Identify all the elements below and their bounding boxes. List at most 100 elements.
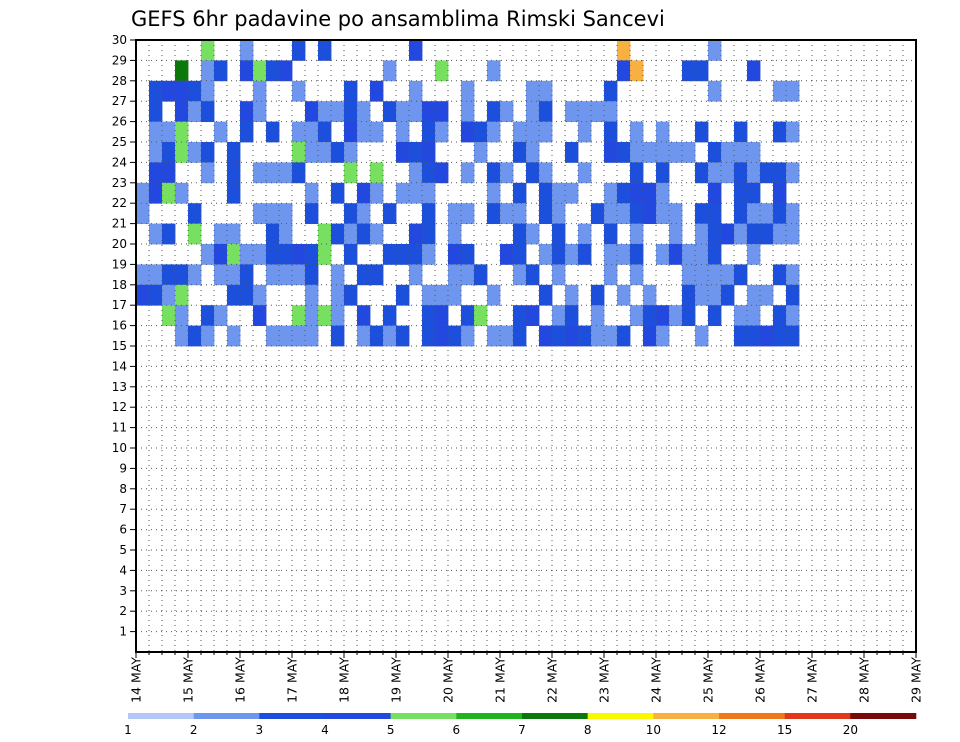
heatmap-cell xyxy=(682,142,696,163)
x-tick-label: 21 MAY xyxy=(493,657,508,703)
heatmap-cell xyxy=(279,60,293,82)
heatmap-cell xyxy=(643,305,657,326)
heatmap-cell xyxy=(370,121,384,143)
heatmap-cell xyxy=(747,182,761,204)
heatmap-cell xyxy=(539,101,553,122)
heatmap-cell xyxy=(409,80,423,102)
colorbar-swatch xyxy=(653,713,720,719)
y-tick-label: 11 xyxy=(112,421,127,435)
y-tick-label: 14 xyxy=(112,359,127,373)
heatmap-cell xyxy=(422,244,436,265)
heatmap-cell xyxy=(357,223,371,245)
heatmap-cell xyxy=(487,182,501,204)
heatmap-cell xyxy=(539,182,553,204)
colorbar-swatch xyxy=(719,713,785,719)
heatmap-cell xyxy=(292,305,306,326)
heatmap-cell xyxy=(422,203,436,224)
heatmap-cell xyxy=(383,101,397,122)
heatmap-cell xyxy=(422,101,436,122)
heatmap-cell xyxy=(500,325,514,347)
heatmap-cell xyxy=(435,101,449,122)
heatmap-cell xyxy=(201,101,215,122)
heatmap-cell xyxy=(448,244,462,265)
heatmap-cell xyxy=(149,162,163,184)
heatmap-cell xyxy=(487,121,501,143)
heatmap-cell xyxy=(604,121,618,143)
heatmap-cell xyxy=(435,284,449,306)
heatmap-cell xyxy=(656,182,670,204)
heatmap-cell xyxy=(604,325,618,347)
heatmap-cell xyxy=(747,142,761,163)
heatmap-cell xyxy=(591,305,605,326)
heatmap-cell xyxy=(383,305,397,326)
heatmap-cell xyxy=(630,121,644,143)
colorbar-swatch xyxy=(850,713,917,719)
heatmap-cell xyxy=(565,182,579,204)
y-tick-label: 1 xyxy=(119,625,127,639)
heatmap-cell xyxy=(461,244,475,265)
heatmap-cell xyxy=(617,203,631,224)
heatmap-cell xyxy=(201,244,215,265)
heatmap-cell xyxy=(461,121,475,143)
heatmap-cell xyxy=(617,284,631,306)
heatmap-cell xyxy=(656,325,670,347)
heatmap-cell xyxy=(604,101,618,122)
heatmap-cell xyxy=(318,101,332,122)
heatmap-cell xyxy=(227,182,241,204)
heatmap-cell xyxy=(201,325,215,347)
heatmap-cell xyxy=(591,284,605,306)
heatmap-cell xyxy=(669,142,683,163)
heatmap-cell xyxy=(448,325,462,347)
heatmap-cell xyxy=(656,162,670,184)
heatmap-cell xyxy=(240,40,254,61)
heatmap-cell xyxy=(461,325,475,347)
heatmap-cell xyxy=(630,182,644,204)
heatmap-cell xyxy=(656,121,670,143)
heatmap-cell xyxy=(149,223,163,245)
heatmap-cell xyxy=(643,182,657,204)
heatmap-cell xyxy=(747,244,761,265)
heatmap-cell xyxy=(409,182,423,204)
x-tick-label: 29 MAY xyxy=(909,657,924,703)
heatmap-cell xyxy=(773,121,787,143)
heatmap-cell xyxy=(565,305,579,326)
heatmap-cell xyxy=(448,223,462,245)
heatmap-cell xyxy=(292,264,306,286)
heatmap-cell xyxy=(500,101,514,122)
heatmap-cell xyxy=(409,40,423,61)
heatmap-cell xyxy=(331,284,345,306)
heatmap-cell xyxy=(734,223,748,245)
colorbar-swatch xyxy=(390,713,457,719)
heatmap-cell xyxy=(513,305,527,326)
colorbar-swatch xyxy=(522,713,588,719)
colorbar-label: 4 xyxy=(321,723,329,737)
colorbar-label: 5 xyxy=(387,723,395,737)
heatmap-cell xyxy=(331,182,345,204)
heatmap-cell xyxy=(656,305,670,326)
heatmap-cell xyxy=(526,264,540,286)
heatmap-cell xyxy=(513,264,527,286)
heatmap-cell xyxy=(643,284,657,306)
x-tick-label: 23 MAY xyxy=(597,657,612,703)
y-tick-label: 23 xyxy=(112,176,127,190)
heatmap-cell xyxy=(487,203,501,224)
heatmap-cell xyxy=(552,182,566,204)
heatmap-cell xyxy=(409,244,423,265)
heatmap-cell xyxy=(357,305,371,326)
heatmap-cell xyxy=(188,325,202,347)
heatmap-cell xyxy=(773,223,787,245)
heatmap-cell xyxy=(357,264,371,286)
heatmap-cell xyxy=(136,284,150,306)
heatmap-cell xyxy=(786,80,800,102)
heatmap-cell xyxy=(162,80,176,102)
y-tick-label: 30 xyxy=(112,33,127,47)
colorbar: 1 2 3 4 5 6 7 8 10 12 15 20 xyxy=(124,713,917,737)
heatmap-cell xyxy=(292,40,306,61)
heatmap-cell xyxy=(474,142,488,163)
heatmap-cell xyxy=(162,142,176,163)
heatmap-cell xyxy=(617,325,631,347)
heatmap-cell xyxy=(786,203,800,224)
heatmap-cell xyxy=(747,223,761,245)
heatmap-cell xyxy=(578,101,592,122)
heatmap-cell xyxy=(630,60,644,82)
